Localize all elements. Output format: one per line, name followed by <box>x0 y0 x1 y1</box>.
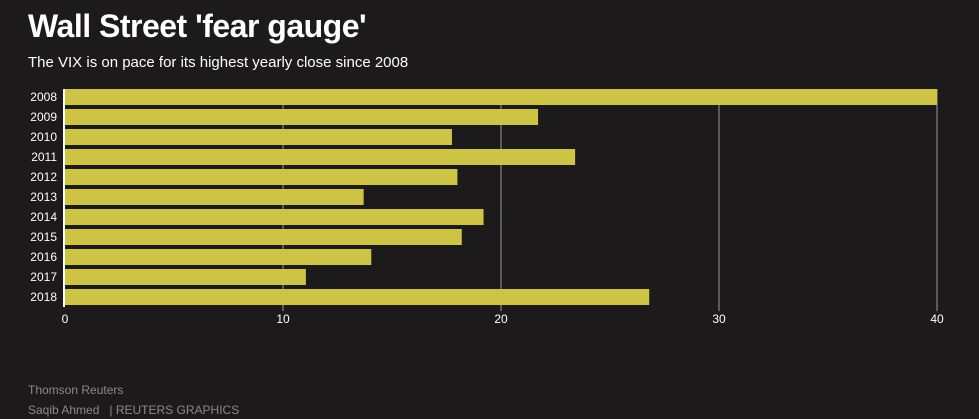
graphics-credit: | REUTERS GRAPHICS <box>109 403 240 417</box>
source-credit: Thomson Reuters <box>28 383 124 397</box>
x-tick-label-20: 20 <box>494 312 508 326</box>
bar-2018 <box>65 289 650 305</box>
category-label-2016: 2016 <box>30 250 57 264</box>
chart-subtitle: The VIX is on pace for its highest yearl… <box>28 54 409 71</box>
bar-2010 <box>65 129 452 145</box>
bar-2009 <box>65 109 539 125</box>
chart-title: Wall Street 'fear gauge' <box>28 8 367 44</box>
labels: 2008200920102011201220132014201520162017… <box>30 90 944 326</box>
bar-2011 <box>65 149 576 165</box>
category-label-2011: 2011 <box>31 150 57 164</box>
category-label-2017: 2017 <box>30 270 57 284</box>
x-tick-label-0: 0 <box>62 312 69 326</box>
x-tick-label-10: 10 <box>276 312 290 326</box>
x-tick-label-30: 30 <box>712 312 726 326</box>
byline: Saqib Ahmed | REUTERS GRAPHICS <box>28 403 239 417</box>
bar-2014 <box>65 209 484 225</box>
bar-2013 <box>65 189 364 205</box>
bar-2008 <box>65 89 937 105</box>
bars <box>65 89 937 305</box>
x-tick-label-40: 40 <box>930 312 944 326</box>
category-label-2008: 2008 <box>30 90 57 104</box>
bar-2012 <box>65 169 458 185</box>
bar-2016 <box>65 249 372 265</box>
category-label-2010: 2010 <box>30 130 57 144</box>
category-label-2015: 2015 <box>30 230 57 244</box>
category-label-2009: 2009 <box>30 110 57 124</box>
author-name: Saqib Ahmed <box>28 403 100 417</box>
bar-2017 <box>65 269 306 285</box>
category-label-2012: 2012 <box>30 170 57 184</box>
category-label-2014: 2014 <box>30 210 57 224</box>
category-label-2018: 2018 <box>30 290 57 304</box>
bar-2015 <box>65 229 462 245</box>
vix-bar-chart: 2008200920102011201220132014201520162017… <box>30 89 944 326</box>
category-label-2013: 2013 <box>30 190 57 204</box>
